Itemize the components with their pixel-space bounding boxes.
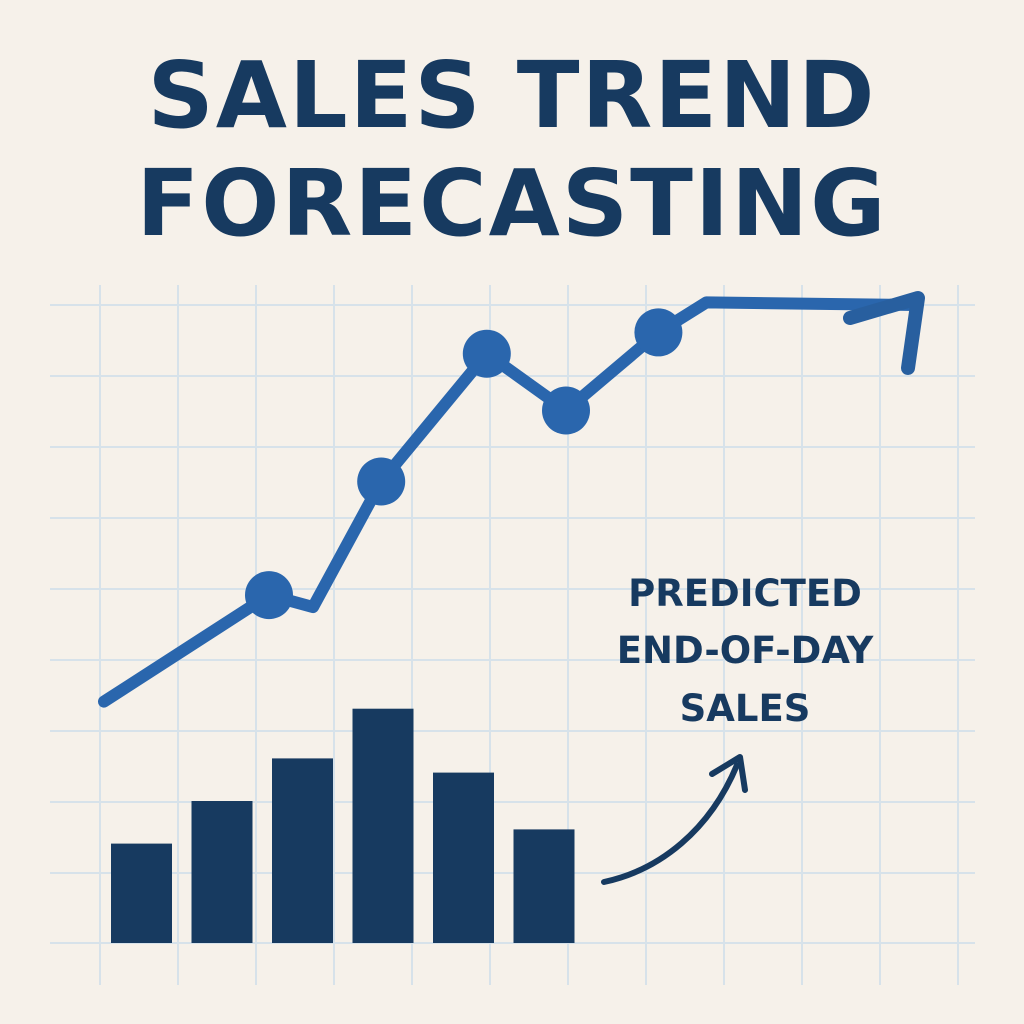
data-point	[462, 329, 511, 378]
annotation-arrow-shaft	[601, 762, 740, 885]
annotation-line-3: SALES	[679, 687, 811, 730]
trend-line-series	[98, 291, 925, 708]
data-point	[542, 386, 590, 435]
annotation-line-1: PREDICTED	[628, 572, 862, 615]
data-point	[634, 308, 683, 357]
data-point	[245, 571, 293, 620]
bar	[191, 801, 253, 943]
annotation-arrow	[601, 754, 748, 885]
bar-series	[111, 708, 575, 943]
trend-arrow-head	[843, 291, 925, 375]
bar	[352, 708, 414, 943]
title-line-2: FORECASTING	[136, 150, 888, 257]
bar	[272, 758, 333, 943]
bar	[513, 829, 575, 943]
bar	[111, 843, 172, 943]
title-line-1: SALES TREND	[147, 42, 877, 149]
annotation-arrow-head	[709, 754, 748, 793]
data-point	[357, 457, 406, 506]
bar	[433, 772, 494, 943]
annotation-line-2: END-OF-DAY	[616, 629, 874, 672]
